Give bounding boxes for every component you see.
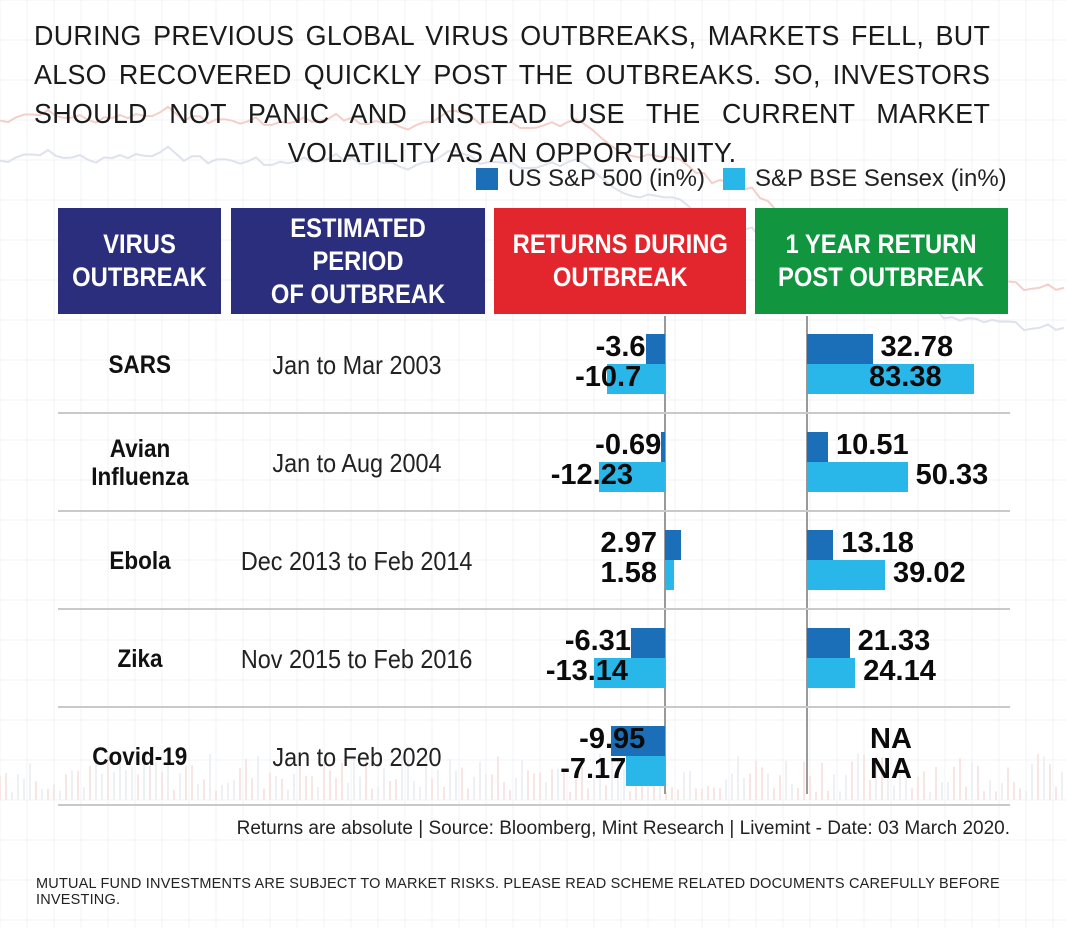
bar-post-us [807,530,834,560]
value-label-during-bse: -10.7 [575,361,642,393]
value-label-during-bse: -13.14 [545,655,629,687]
outbreak-period: Jan to Feb 2020 [226,708,488,806]
header-post-outbreak: 1 YEAR RETURN POST OUTBREAK [755,208,1008,314]
virus-name-text: Avian Influenza [91,435,189,491]
value-label-during-us: -3.6 [595,331,646,363]
bar-post-us [807,628,850,658]
value-label-during-us: 2.97 [600,527,657,559]
virus-name-text: Zika [117,645,163,673]
outbreak-period-text: Nov 2015 to Feb 2016 [241,643,473,674]
header-post-line1: 1 YEAR RETURN [785,229,977,259]
value-label-post-us: 32.78 [880,331,954,363]
virus-name-text: Covid-19 [92,743,188,771]
value-label-post-us: 10.51 [836,429,909,461]
header-returns-line2: OUTBREAK [552,262,688,292]
value-label-post-bse: NA [870,753,912,785]
row-separator [58,706,1010,708]
value-label-post-bse: 24.14 [863,655,936,687]
value-label-post-us: 21.33 [857,625,931,657]
source-footnote: Returns are absolute | Source: Bloomberg… [236,818,1010,839]
virus-name: Ebola [60,512,220,610]
bar-during-us [611,726,665,756]
outbreak-period: Jan to Aug 2004 [226,414,488,512]
outbreak-period: Jan to Mar 2003 [226,316,488,414]
value-label-during-us: -9.95 [579,723,646,755]
row-separator [58,510,1010,512]
value-label-during-us: -6.31 [564,625,631,657]
bar-post-bse [807,658,856,688]
header-virus-line2: OUTBREAK [72,262,207,292]
header-period-line2: OF OUTBREAK [270,278,446,309]
outbreak-period-text: Dec 2013 to Feb 2014 [241,545,473,576]
virus-name-text: Ebola [109,547,171,575]
bar-post-bse [807,462,908,492]
bar-during-us [661,432,665,462]
outbreak-period: Nov 2015 to Feb 2016 [226,610,488,708]
headline: DURING PREVIOUS GLOBAL VIRUS OUTBREAKS, … [34,20,991,168]
value-label-post-bse: 50.33 [915,459,989,491]
legend-label-bse: S&P BSE Sensex (in%) [754,165,1007,192]
bar-during-bse [607,364,665,394]
header-returns-line1: RETURNS DURING [512,229,728,259]
header-period-line1: ESTIMATED PERIOD [290,212,426,276]
virus-name: Covid-19 [60,708,220,806]
bar-during-bse [665,560,674,590]
legend-item-us: US S&P 500 (in%) [476,165,705,193]
header-estimated-period: ESTIMATED PERIOD OF OUTBREAK [231,208,485,314]
bar-during-us [645,334,665,364]
bar-post-us [807,334,873,364]
legend-item-bse: S&P BSE Sensex (in%) [722,165,1007,193]
legend-label-us: US S&P 500 (in%) [508,165,705,192]
row-separator [58,804,1010,806]
virus-name-text: SARS [108,351,172,379]
virus-name: Zika [60,610,220,708]
bar-post-us [807,432,829,462]
legend-swatch-us [476,168,498,190]
virus-name: SARS [60,316,220,414]
value-label-during-bse: 1.58 [600,557,657,589]
outbreak-period-text: Jan to Feb 2020 [272,741,442,772]
bar-post-bse [807,364,974,394]
disclaimer: MUTUAL FUND INVESTMENTS ARE SUBJECT TO M… [36,876,1000,908]
row-separator [58,412,1010,414]
bar-during-bse [594,658,665,688]
outbreak-period: Dec 2013 to Feb 2014 [226,512,488,610]
bar-post-bse [807,560,886,590]
row-separator [58,608,1010,610]
value-label-post-bse: 83.38 [869,361,942,393]
value-label-post-us: 13.18 [841,527,914,559]
legend: US S&P 500 (in%) S&P BSE Sensex (in%) [476,164,1025,194]
value-label-post-bse: 39.02 [893,557,966,589]
header-post-line2: POST OUTBREAK [778,262,985,292]
bar-during-bse [598,462,665,492]
value-label-post-us: NA [870,723,912,755]
value-label-during-us: -0.69 [595,429,662,461]
outbreak-period-text: Jan to Aug 2004 [272,447,442,478]
virus-name: Avian Influenza [60,414,220,512]
value-label-during-bse: -7.17 [560,753,627,785]
header-virus-line1: VIRUS [103,229,176,259]
header-returns-during: RETURNS DURING OUTBREAK [494,208,746,314]
bar-during-us [630,628,665,658]
legend-swatch-bse [722,168,745,190]
outbreak-period-text: Jan to Mar 2003 [272,349,442,380]
value-label-during-bse: -12.23 [550,459,633,491]
header-virus-outbreak: VIRUS OUTBREAK [58,208,221,314]
bar-during-us [665,530,682,560]
bar-during-bse [626,756,665,786]
